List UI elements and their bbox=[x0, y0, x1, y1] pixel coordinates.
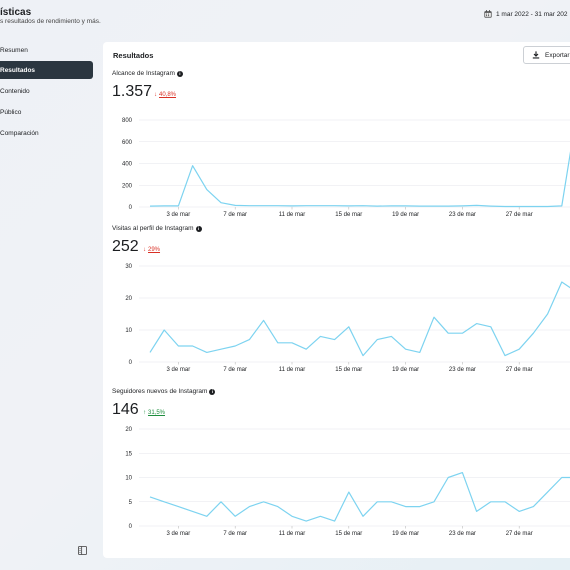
results-panel: Resultados Exportar Alcance de Instagram… bbox=[103, 42, 570, 558]
arrow-down-icon: ↓ bbox=[154, 92, 157, 98]
sidebar-item-label: Público bbox=[0, 108, 22, 116]
sidebar-item-label: Contenido bbox=[0, 87, 30, 95]
metric-value-new-followers: 146 bbox=[112, 401, 139, 418]
metric-label-profile-visits: Visitas al perfil de Instagram i bbox=[112, 225, 202, 232]
chart-new-followers: 20 15 10 5 0 3 de mar 7 de mar 11 de mar 15 de m… bbox=[125, 427, 570, 537]
sidebar-item-publico[interactable]: Público bbox=[0, 103, 93, 121]
metric-label-new-followers: Seguidores nuevos de Instagram i bbox=[112, 388, 216, 395]
y-tick-label: 600 bbox=[122, 140, 133, 146]
metric-label-reach: Alcance de Instagram i bbox=[112, 70, 183, 77]
y-tick-label: 20 bbox=[125, 427, 132, 433]
export-button[interactable]: Exportar bbox=[523, 46, 570, 64]
series-line bbox=[149, 151, 570, 208]
sidebar-item-label: Resumen bbox=[0, 46, 28, 54]
x-tick-label: 7 de mar bbox=[223, 531, 247, 537]
x-tick-label: 15 de mar bbox=[335, 212, 362, 218]
metric-label-text: Visitas al perfil de Instagram bbox=[112, 225, 194, 232]
info-icon[interactable]: i bbox=[209, 388, 216, 395]
arrow-up-icon: ↑ bbox=[143, 410, 146, 416]
sidebar-item-label: Comparación bbox=[0, 129, 39, 137]
date-range-picker[interactable]: 1 mar 2022 - 31 mar 202 bbox=[484, 10, 568, 18]
metric-change-reach: ↓ 40,8% bbox=[154, 92, 176, 98]
x-tick-label: 11 de mar bbox=[279, 367, 306, 373]
y-tick-label: 800 bbox=[122, 118, 133, 124]
y-tick-label: 5 bbox=[129, 500, 133, 506]
y-tick-label: 10 bbox=[125, 328, 132, 334]
x-tick-label: 19 de mar bbox=[392, 212, 419, 218]
export-button-label: Exportar bbox=[545, 51, 570, 59]
y-tick-label: 10 bbox=[125, 476, 132, 482]
page-title: ísticas bbox=[0, 7, 32, 18]
x-tick-label: 23 de mar bbox=[449, 531, 476, 537]
y-tick-label: 200 bbox=[122, 183, 133, 189]
metric-change-text: 40,8% bbox=[159, 92, 177, 98]
sidebar-item-label: Resultados bbox=[0, 66, 36, 74]
metric-value-profile-visits: 252 bbox=[112, 238, 139, 255]
sidebar-item-comparacion[interactable]: Comparación bbox=[0, 124, 93, 142]
panel-title: Resultados bbox=[113, 51, 154, 60]
x-tick-label: 23 de mar bbox=[449, 367, 476, 373]
y-tick-label: 30 bbox=[125, 264, 132, 270]
chart-profile-visits: 30 20 10 0 3 de mar 7 de mar 11 de mar 15 de ma… bbox=[125, 264, 570, 373]
y-tick-label: 15 bbox=[125, 451, 132, 457]
x-tick-label: 3 de mar bbox=[167, 367, 191, 373]
x-tick-label: 23 de mar bbox=[449, 212, 476, 218]
sidebar-item-resultados[interactable]: Resultados bbox=[0, 61, 93, 79]
info-icon[interactable]: i bbox=[195, 225, 202, 232]
y-tick-label: 20 bbox=[125, 296, 132, 302]
page-header: ísticas s resultados de rendimiento y má… bbox=[0, 0, 570, 40]
x-tick-label: 11 de mar bbox=[279, 212, 306, 218]
chart-reach: 800 600 400 200 0 3 de mar 7 de mar 11 de mar 15… bbox=[122, 118, 570, 218]
series-line bbox=[149, 472, 570, 522]
date-range-label: 1 mar 2022 - 31 mar 202 bbox=[496, 10, 568, 18]
x-tick-label: 27 de mar bbox=[506, 531, 533, 537]
x-tick-label: 27 de mar bbox=[506, 367, 533, 373]
sidebar-collapse-icon[interactable] bbox=[78, 546, 87, 555]
metric-label-text: Seguidores nuevos de Instagram bbox=[112, 388, 208, 395]
x-tick-label: 7 de mar bbox=[223, 212, 247, 218]
x-tick-label: 15 de mar bbox=[335, 531, 362, 537]
x-tick-label: 3 de mar bbox=[167, 212, 191, 218]
metric-change-profile-visits: ↓ 29% bbox=[143, 247, 160, 253]
x-tick-label: 19 de mar bbox=[392, 367, 419, 373]
x-tick-label: 19 de mar bbox=[392, 531, 419, 537]
metric-change-new-followers: ↑ 31,5% bbox=[143, 410, 165, 416]
x-tick-label: 15 de mar bbox=[335, 367, 362, 373]
calendar-icon bbox=[484, 10, 492, 18]
sidebar: Resumen Resultados Contenido Público Com… bbox=[0, 40, 94, 560]
x-tick-label: 11 de mar bbox=[279, 531, 306, 537]
y-tick-label: 0 bbox=[129, 524, 133, 530]
info-icon[interactable]: i bbox=[176, 70, 183, 77]
x-tick-label: 3 de mar bbox=[167, 531, 191, 537]
x-tick-label: 7 de mar bbox=[223, 367, 247, 373]
y-tick-label: 0 bbox=[129, 205, 133, 211]
metric-change-text: 29% bbox=[148, 247, 161, 253]
metric-value-reach: 1.357 bbox=[112, 83, 153, 100]
y-tick-label: 0 bbox=[129, 360, 133, 366]
metric-change-text: 31,5% bbox=[148, 410, 166, 416]
sidebar-item-contenido[interactable]: Contenido bbox=[0, 82, 93, 100]
x-tick-label: 27 de mar bbox=[506, 212, 533, 218]
download-icon bbox=[532, 51, 540, 59]
metric-label-text: Alcance de Instagram bbox=[112, 70, 175, 77]
sidebar-item-resumen[interactable]: Resumen bbox=[0, 41, 93, 59]
y-tick-label: 400 bbox=[122, 162, 133, 168]
arrow-down-icon: ↓ bbox=[143, 247, 146, 253]
series-line bbox=[149, 281, 570, 357]
page-subtitle: s resultados de rendimiento y más. bbox=[0, 18, 101, 25]
